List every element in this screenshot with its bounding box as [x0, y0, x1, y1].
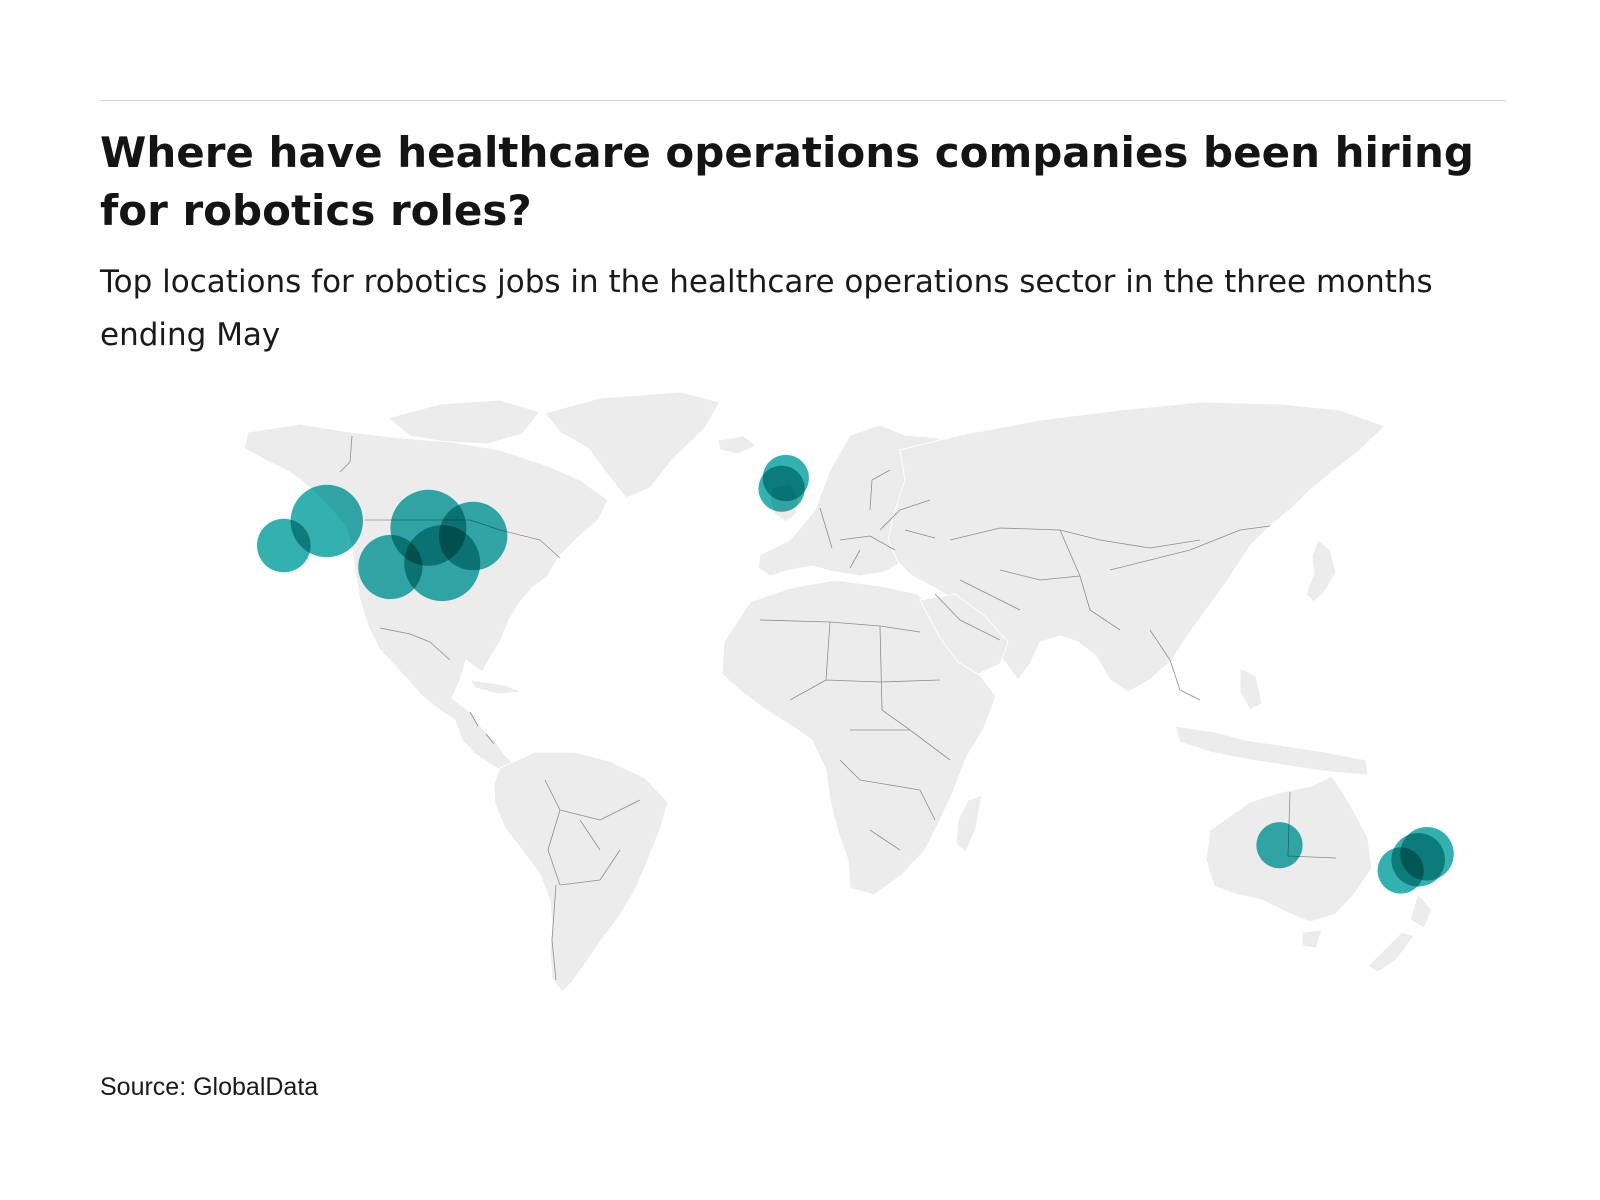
map-svg	[243, 391, 1454, 993]
land-north-america	[243, 423, 609, 773]
border-us-mexico	[379, 627, 451, 661]
land-se-asia-islands	[1174, 667, 1369, 776]
land-iceland	[717, 435, 757, 455]
location-bubble-9	[1256, 822, 1303, 869]
land-asia	[887, 401, 1386, 693]
land-layer	[243, 391, 1433, 993]
border-asia	[949, 525, 1271, 701]
land-greenland	[544, 391, 721, 499]
border-alaska	[339, 435, 353, 473]
location-bubble-6	[438, 501, 508, 571]
location-bubble-8	[758, 465, 805, 512]
border-central-america	[469, 711, 495, 745]
land-japan	[1305, 539, 1337, 603]
top-divider	[100, 100, 1506, 101]
bubble-layer	[257, 454, 1454, 894]
land-arabia	[919, 593, 1009, 675]
land-arctic-islands	[386, 399, 541, 445]
land-madagascar	[955, 794, 983, 853]
chart-title: Where have healthcare operations compani…	[100, 128, 1474, 235]
border-middle-east	[934, 579, 1021, 641]
border-south-america	[544, 779, 641, 981]
land-new-zealand	[1367, 892, 1433, 973]
land-caribbean	[468, 679, 523, 695]
source-note: Source: GlobalData	[100, 1073, 319, 1101]
chart-subtitle: Top locations for robotics jobs in the h…	[100, 264, 1433, 353]
location-bubble-12	[1377, 847, 1424, 894]
border-europe	[819, 469, 936, 569]
land-tasmania	[1301, 929, 1323, 949]
land-south-america	[493, 751, 669, 993]
location-bubble-2	[290, 484, 363, 558]
world-map	[0, 380, 1600, 1020]
border-africa	[759, 619, 951, 851]
